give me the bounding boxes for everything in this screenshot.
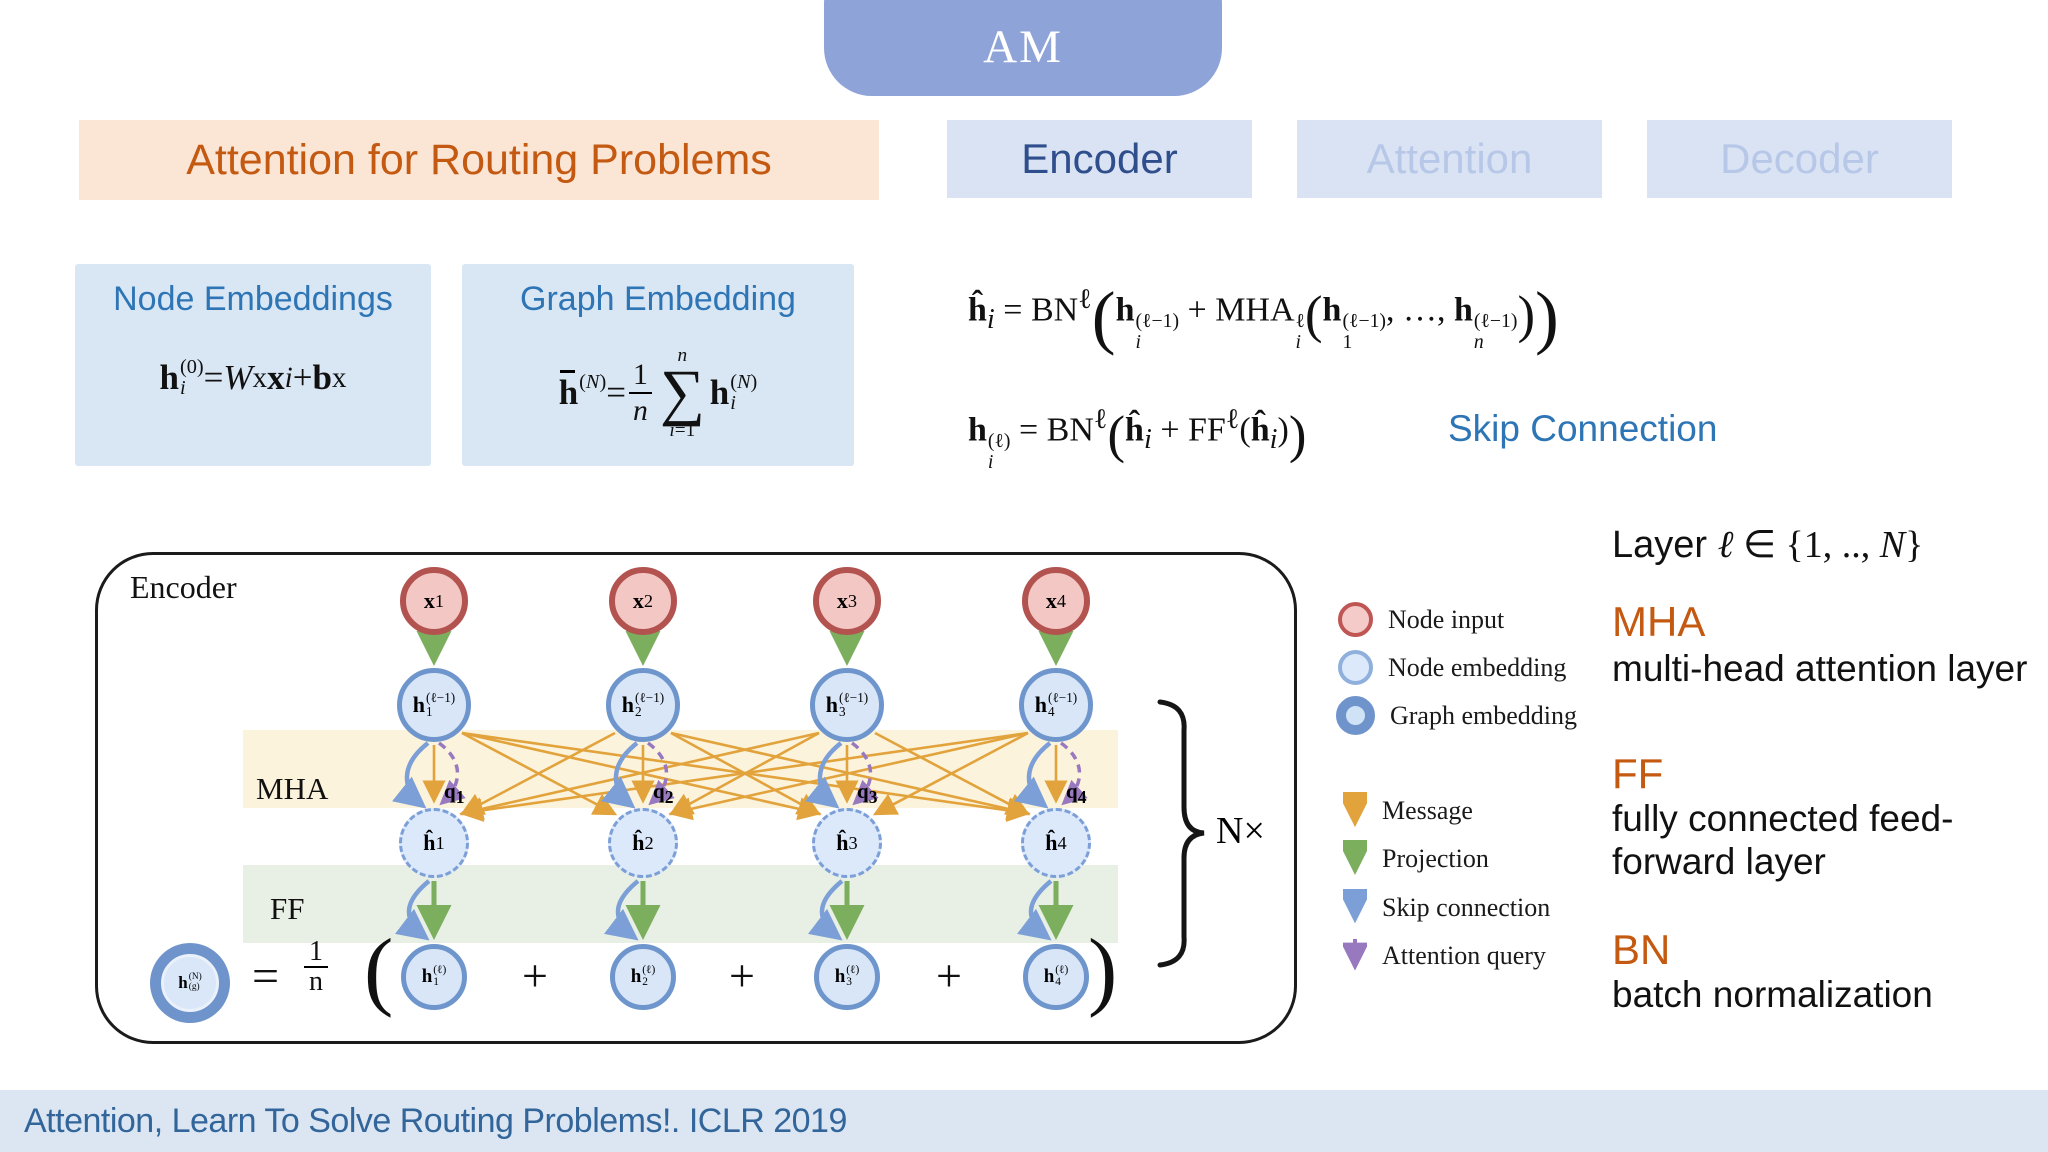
attention-query-arrow-icon	[1343, 939, 1367, 971]
node-embedding-h4-out: h (ℓ) 4	[1023, 944, 1089, 1010]
am-badge-label: AM	[983, 21, 1063, 73]
graph-embedding-node: h (N) (g)	[150, 943, 230, 1023]
legend-attention-query-label: Attention query	[1382, 941, 1546, 970]
query-label-q1: q1	[444, 779, 465, 808]
n-times-brace	[1157, 699, 1205, 968]
node-embedding-h3-out: h (ℓ) 3	[814, 944, 880, 1010]
node-embedding-h2-prev: h (ℓ−1) 2	[606, 668, 680, 742]
node-embedding-h4-prev: h (ℓ−1) 4	[1019, 668, 1093, 742]
bottom-eq-plus-1: +	[522, 950, 548, 1001]
legend-skip-connection: Skip connection	[1343, 889, 1550, 927]
legend-message-label: Message	[1382, 796, 1473, 825]
attention-query-arrows	[437, 741, 1088, 806]
fraction-denominator: n	[309, 966, 323, 997]
bottom-eq-equals: =	[252, 950, 280, 1003]
legend-message: Message	[1343, 792, 1473, 830]
legend-projection: Projection	[1343, 840, 1489, 878]
legend-node-input: Node input	[1338, 602, 1504, 637]
node-input-icon	[1338, 602, 1373, 637]
legend-node-input-label: Node input	[1388, 604, 1505, 634]
projection-arrow-icon	[1343, 840, 1367, 875]
ff-desc: fully connected feed-forward layer	[1612, 798, 1954, 882]
mha-bn-equation: ĥi = BNℓ(h (ℓ−1) i + MHA ℓ i (h (ℓ−1) 1, …, h (ℓ…	[968, 277, 1559, 357]
skip-connection-arrows	[392, 741, 1053, 941]
am-badge: AM	[824, 0, 1222, 96]
graph-embedding-node-label: h (N) (g)	[161, 954, 219, 1012]
diagram-arrows	[392, 631, 1205, 968]
n-times-label: N×	[1216, 810, 1265, 852]
layer-range-label: Layer ℓ ∈ {1, .., N}	[1612, 524, 1924, 566]
ff-bn-equation: h (ℓ) i = BNℓ(ĥi + FFℓ(ĥi))	[968, 404, 1307, 473]
tab-encoder[interactable]: Encoder	[947, 120, 1252, 198]
node-embedding-h2-out: h (ℓ) 2	[610, 944, 676, 1010]
node-embedding-h3-prev: h (ℓ−1) 3	[810, 668, 884, 742]
message-arrows	[422, 731, 1068, 822]
skip-connection-label: Skip Connection	[1448, 408, 1718, 449]
ff-band	[243, 865, 1118, 943]
bn-abbr: BN	[1612, 926, 1671, 973]
query-label-q4: q4	[1066, 779, 1087, 808]
legend-node-embedding: Node embedding	[1338, 650, 1566, 685]
node-embeddings-title: Node Embeddings	[113, 280, 393, 318]
slide-title-box: Attention for Routing Problems	[79, 120, 879, 200]
mha-band-label: MHA	[256, 771, 329, 806]
bottom-eq-open-paren: (	[364, 922, 394, 1019]
skip-connection-arrow-icon	[1343, 889, 1367, 924]
ff-band-label: FF	[270, 891, 305, 926]
bottom-eq-plus-3: +	[936, 950, 962, 1001]
node-embedding-h1-prev: h (ℓ−1) 1	[397, 668, 471, 742]
bottom-eq-plus-2: +	[729, 950, 755, 1001]
tab-attention[interactable]: Attention	[1297, 120, 1602, 198]
graph-embedding-box: Graph Embedding h (N) = 1 n n ∑ i=1 h (N) i	[462, 264, 854, 466]
query-label-q3: q3	[857, 779, 878, 808]
legend-graph-embedding-label: Graph embedding	[1390, 700, 1578, 730]
graph-embedding-title: Graph Embedding	[520, 280, 796, 318]
legend-skip-connection-label: Skip connection	[1382, 893, 1551, 922]
graph-embedding-icon	[1336, 696, 1375, 735]
encoder-diagram-panel: Encoder MHA FF	[95, 552, 1297, 1044]
mha-desc: multi-head attention layer	[1612, 648, 2028, 689]
tab-decoder[interactable]: Decoder	[1647, 120, 1952, 198]
bn-desc: batch normalization	[1612, 974, 1933, 1015]
message-arrow-icon	[1343, 792, 1367, 828]
legend-graph-embedding: Graph embedding	[1336, 696, 1577, 735]
legend-projection-label: Projection	[1382, 844, 1489, 873]
projection-arrows	[416, 631, 1074, 940]
legend-attention-query: Attention query	[1343, 937, 1546, 975]
node-embedding-h1-out: h (ℓ) 1	[401, 944, 467, 1010]
bottom-eq-close-paren: )	[1088, 922, 1118, 1019]
bottom-eq-fraction: 1 n	[304, 938, 328, 996]
graph-embedding-formula: h (N) = 1 n n ∑ i=1 h (N) i	[558, 345, 758, 441]
mha-abbr: MHA	[1612, 598, 1706, 645]
fraction-numerator: 1	[304, 938, 328, 968]
citation-text: Attention, Learn To Solve Routing Proble…	[24, 1101, 847, 1140]
encoder-panel-label: Encoder	[130, 569, 237, 605]
slide-title: Attention for Routing Problems	[186, 135, 772, 184]
node-embedding-icon	[1338, 650, 1373, 685]
citation-bar: Attention, Learn To Solve Routing Proble…	[0, 1090, 2048, 1152]
query-label-q2: q2	[653, 779, 674, 808]
ff-abbr: FF	[1612, 750, 1664, 797]
legend-node-embedding-label: Node embedding	[1388, 652, 1567, 682]
